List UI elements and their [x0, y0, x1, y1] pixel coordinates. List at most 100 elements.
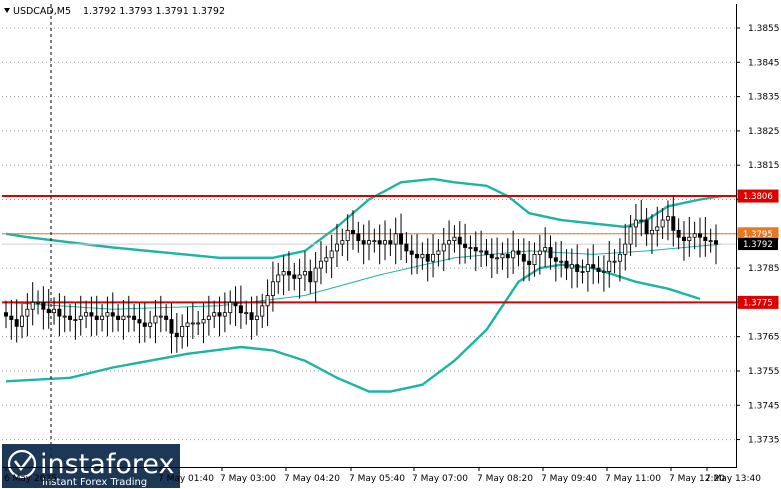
candle [62, 295, 67, 333]
bullish-candle-body [452, 236, 457, 242]
bullish-candle-body [479, 250, 484, 253]
candle [89, 296, 94, 337]
bullish-candle-body [511, 250, 516, 259]
bearish-candle-body [697, 233, 702, 238]
bearish-candle-body [575, 264, 580, 272]
chart-ohlc: 1.3792 1.3793 1.3791 1.3792 [83, 6, 225, 17]
bullish-candle-body [612, 260, 617, 263]
candle [350, 210, 355, 250]
candle [575, 244, 580, 288]
y-tick-label: 1.3835 [748, 93, 780, 103]
candle [190, 302, 195, 340]
bullish-candle-body [431, 253, 436, 262]
bearish-candle-body [415, 253, 420, 259]
bullish-candle-body [447, 240, 452, 245]
y-tick-label: 1.3765 [748, 333, 780, 343]
candle [340, 228, 345, 257]
bullish-candle-body [20, 315, 25, 327]
chart-symbol: USDCAD,M5 [13, 6, 71, 17]
candle [110, 292, 115, 333]
candle [527, 240, 532, 281]
bearish-candle-body [68, 315, 73, 320]
bullish-candle-body [222, 312, 227, 317]
candle [276, 262, 281, 294]
candle [521, 238, 526, 282]
candle [78, 295, 83, 336]
bearish-candle-body [350, 229, 355, 235]
watermark-brand: instaforex [40, 449, 174, 480]
candle [596, 256, 601, 284]
bullish-candle-body [420, 253, 425, 259]
candle [628, 214, 633, 257]
candle [505, 238, 510, 279]
bearish-candle-body [388, 240, 393, 245]
candle [142, 302, 147, 343]
bollinger-upper-band [5, 177, 722, 259]
bullish-candle-body [228, 301, 233, 314]
bullish-candle-body [281, 271, 286, 276]
y-tick-label: 1.3785 [748, 264, 780, 274]
bearish-candle-body [89, 312, 94, 317]
bullish-candle-body [441, 243, 446, 252]
watermark-background [2, 444, 180, 488]
candle [270, 261, 275, 312]
bearish-candle-body [174, 332, 179, 338]
candle [377, 224, 382, 265]
candle [692, 221, 697, 250]
candle [697, 217, 702, 258]
bullish-candle-body [148, 322, 153, 327]
candle [57, 293, 62, 337]
bullish-candle-body [607, 260, 612, 272]
candle [591, 244, 596, 285]
candle [665, 200, 670, 241]
candle [345, 214, 350, 261]
candle [222, 292, 227, 333]
candle [383, 220, 388, 261]
candle [185, 306, 190, 347]
candle [714, 224, 719, 265]
bullish-candle-body [185, 322, 190, 327]
bullish-candle-body [372, 240, 377, 243]
candle [196, 310, 201, 335]
x-tick-label: 7 May 12:20 [669, 474, 725, 484]
x-tick-label: 7 May 01:40 [158, 474, 214, 484]
candle [644, 208, 649, 246]
bearish-candle-body [703, 236, 708, 242]
bearish-candle-body [644, 219, 649, 235]
candle [388, 228, 393, 257]
bearish-candle-body [169, 319, 174, 334]
candle [617, 238, 622, 282]
bearish-candle-body [676, 229, 681, 238]
bearish-candle-body [399, 233, 404, 245]
bearish-candle-body [137, 319, 142, 324]
candle [36, 290, 41, 315]
bullish-candle-body [121, 315, 126, 320]
candle [238, 285, 243, 329]
candle [409, 234, 414, 275]
bollinger-lower-band [5, 263, 701, 393]
bearish-candle-body [457, 236, 462, 245]
candle [564, 249, 569, 281]
bearish-candle-body [404, 243, 409, 252]
triangle-down-icon[interactable] [4, 8, 10, 13]
y-tick-label: 1.3755 [748, 367, 780, 377]
candle [324, 245, 329, 274]
bullish-candle-body [313, 267, 318, 283]
candle [148, 310, 153, 339]
candle [495, 237, 500, 274]
bearish-candle-body [473, 247, 478, 252]
candle [25, 293, 30, 337]
candle [532, 242, 537, 277]
candle [484, 238, 489, 267]
candle [244, 300, 249, 325]
candle [420, 242, 425, 270]
bullish-candle-body [302, 271, 307, 276]
candle [297, 258, 302, 299]
x-tick-label: 7 May 09:40 [541, 474, 597, 484]
candle [457, 221, 462, 265]
candle [489, 238, 494, 279]
y-tick-label: 1.3845 [748, 58, 780, 68]
candle [68, 304, 73, 332]
candle [393, 217, 398, 265]
candle [585, 248, 590, 292]
